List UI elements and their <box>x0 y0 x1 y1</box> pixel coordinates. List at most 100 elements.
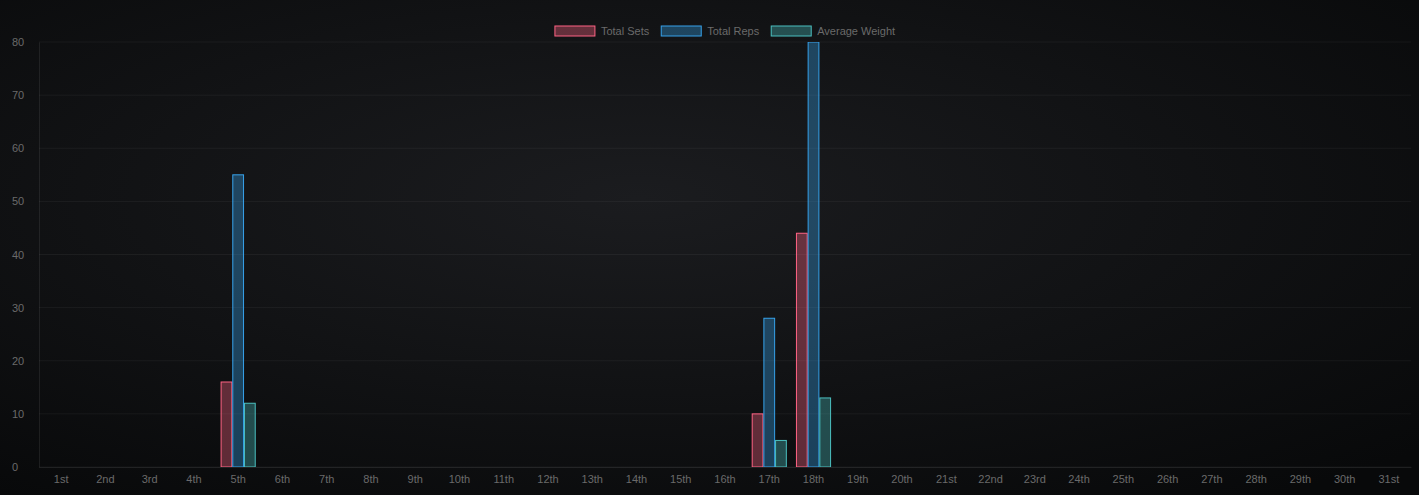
bar <box>631 467 642 468</box>
bar <box>599 467 610 468</box>
y-axis: 01020304050607080 <box>12 36 40 473</box>
grid-line <box>39 42 1411 43</box>
tick-label: 29th <box>1290 473 1311 485</box>
tick-label: 70 <box>12 89 24 101</box>
tick: 60 <box>12 142 39 154</box>
tick: 40 <box>12 249 39 261</box>
tick-label: 1st <box>54 473 69 485</box>
bar <box>221 382 232 467</box>
bar <box>310 467 321 468</box>
bar <box>619 467 630 468</box>
tick: 29th <box>1290 467 1311 485</box>
tick-label: 40 <box>12 249 24 261</box>
tick: 24th <box>1068 467 1089 485</box>
tick: 20th <box>891 467 912 485</box>
bar <box>1262 467 1273 468</box>
axis-line <box>40 467 1412 468</box>
bar <box>510 467 521 468</box>
tick: 21st <box>936 467 957 485</box>
bar <box>233 175 244 467</box>
tick-label: 60 <box>12 142 24 154</box>
legend-item: Total Reps <box>661 25 759 37</box>
bar <box>973 467 984 468</box>
legend: Total SetsTotal RepsAverage Weight <box>555 25 895 37</box>
bar <box>664 467 675 468</box>
bar <box>1151 467 1162 468</box>
bar <box>100 467 111 468</box>
bar <box>377 467 388 468</box>
bar <box>354 467 365 468</box>
bar <box>1295 467 1306 468</box>
tick: 3rd <box>142 467 158 485</box>
bar <box>808 42 819 467</box>
tick: 4th <box>186 467 201 485</box>
grid-line <box>39 95 1411 96</box>
tick-label: 26th <box>1157 473 1178 485</box>
tick: 10 <box>12 408 39 420</box>
tick: 1st <box>54 467 69 485</box>
axis-line <box>39 43 40 468</box>
bar <box>442 467 453 468</box>
tick-label: 17th <box>759 473 780 485</box>
bar <box>56 467 67 468</box>
tick: 25th <box>1113 467 1134 485</box>
tick: 30th <box>1334 467 1355 485</box>
grid-line <box>39 360 1411 361</box>
bar <box>841 467 852 468</box>
bar <box>1395 467 1406 468</box>
bar <box>1328 467 1339 468</box>
tick: 9th <box>408 467 423 485</box>
bar <box>1206 467 1217 468</box>
tick-label: 14th <box>626 473 647 485</box>
tick: 10th <box>449 467 470 485</box>
bar <box>764 318 775 467</box>
bar <box>244 403 255 467</box>
bar <box>1174 467 1185 468</box>
legend-label: Average Weight <box>817 25 895 37</box>
legend-swatch <box>555 26 595 36</box>
tick: 70 <box>12 89 39 101</box>
bar <box>1029 467 1040 468</box>
tick: 26th <box>1157 467 1178 485</box>
tick: 6th <box>275 467 290 485</box>
tick: 28th <box>1245 467 1266 485</box>
bar <box>752 414 763 467</box>
tick-label: 6th <box>275 473 290 485</box>
legend-swatch <box>771 26 811 36</box>
bar <box>1239 467 1250 468</box>
tick: 12th <box>537 467 558 485</box>
bar <box>929 467 940 468</box>
bar <box>410 467 421 468</box>
bar <box>1307 467 1318 468</box>
tick-label: 20th <box>891 473 912 485</box>
tick: 23rd <box>1024 467 1046 485</box>
bar <box>885 467 896 468</box>
tick: 19th <box>847 467 868 485</box>
bar <box>554 467 565 468</box>
tick-label: 10 <box>12 408 24 420</box>
bar <box>88 467 99 468</box>
bar <box>531 467 542 468</box>
bar <box>720 467 731 468</box>
tick: 8th <box>363 467 378 485</box>
tick-label: 15th <box>670 473 691 485</box>
bar <box>466 467 477 468</box>
tick-label: 24th <box>1068 473 1089 485</box>
tick-label: 0 <box>12 461 18 473</box>
bar <box>1106 467 1117 468</box>
tick-label: 7th <box>319 473 334 485</box>
tick: 80 <box>12 36 39 48</box>
bar <box>864 467 875 468</box>
bars <box>221 42 830 467</box>
grid-line <box>39 148 1411 149</box>
bar <box>1162 467 1173 468</box>
tick-label: 19th <box>847 473 868 485</box>
legend-swatch <box>661 26 701 36</box>
bar <box>1339 467 1350 468</box>
grid-line <box>39 254 1411 255</box>
bar <box>44 467 55 468</box>
bar <box>1041 467 1052 468</box>
tick: 13th <box>582 467 603 485</box>
bar <box>398 467 409 468</box>
tick: 2nd <box>96 467 114 485</box>
